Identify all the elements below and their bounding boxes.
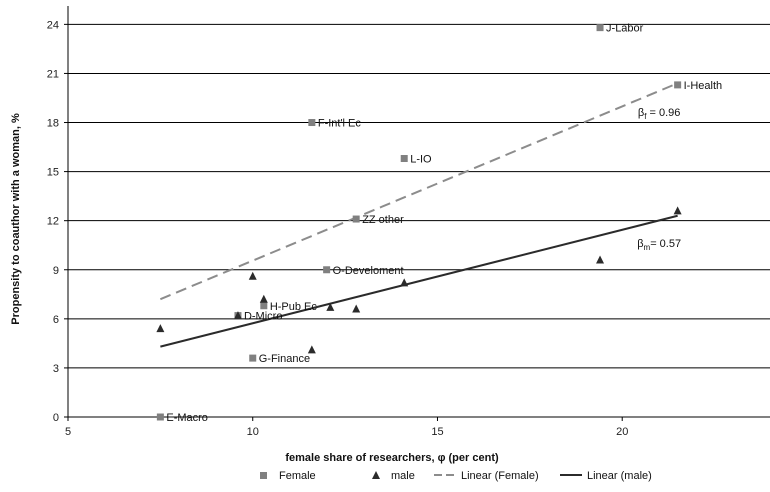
male-point xyxy=(596,255,605,264)
tick-labels: 0 3 6 9 12 15 18 21 24 5 10 15 20 xyxy=(47,19,629,438)
trendlines xyxy=(159,82,679,348)
y-tick-label: 21 xyxy=(47,68,59,80)
male-point xyxy=(326,302,335,311)
male-point xyxy=(673,206,682,215)
male-point xyxy=(400,278,409,287)
y-axis-title: Propensity to coauthor with a woman, % xyxy=(10,113,22,325)
female-point xyxy=(156,413,164,421)
point-labels: E-Macro D-Micro G-Finance H-Pub Ec F-Int'l E… xyxy=(166,23,722,424)
y-tick-label: 9 xyxy=(53,265,59,277)
female-point xyxy=(400,155,408,163)
female-point xyxy=(674,81,682,89)
female-point xyxy=(323,266,331,274)
legend-female-label: Female xyxy=(279,470,316,482)
y-tick-label: 24 xyxy=(47,19,59,31)
legend-female-marker xyxy=(260,472,267,479)
male-point xyxy=(307,345,316,354)
grid-lines xyxy=(68,23,770,369)
y-tick-label: 3 xyxy=(53,363,59,375)
slope-annotations: βf = 0.96 βm= 0.57 xyxy=(637,107,681,252)
y-tick-label: 6 xyxy=(53,314,59,326)
point-label: H-Pub Ec xyxy=(270,301,318,313)
y-tick-label: 0 xyxy=(53,412,59,424)
x-tick-label: 5 xyxy=(65,426,71,438)
point-label: J-Labor xyxy=(606,23,644,35)
slope-annotation: βf = 0.96 xyxy=(638,107,681,121)
x-axis-title: female share of researchers, φ (per cent… xyxy=(285,452,499,464)
point-label: I-Health xyxy=(684,80,723,92)
female-point xyxy=(352,215,360,223)
female-point xyxy=(596,24,604,32)
y-tick-label: 18 xyxy=(47,118,59,130)
axes xyxy=(64,6,770,421)
legend-male-marker xyxy=(372,471,380,479)
legend-male-label: male xyxy=(391,470,415,482)
x-tick-label: 10 xyxy=(247,426,259,438)
legend-trend-female-label: Linear (Female) xyxy=(461,470,539,482)
male-point xyxy=(352,304,361,313)
point-label: G-Finance xyxy=(259,353,310,365)
male-point xyxy=(248,271,257,280)
trendline-male xyxy=(160,214,678,348)
y-tick-label: 15 xyxy=(47,167,59,179)
point-label: L-IO xyxy=(410,154,432,166)
female-point xyxy=(260,302,268,310)
male-point xyxy=(233,311,242,320)
point-label: ZZ other xyxy=(362,214,404,226)
trendline-female xyxy=(159,82,679,301)
y-tick-label: 12 xyxy=(47,216,59,228)
data-points xyxy=(156,24,682,421)
female-point xyxy=(249,354,257,362)
female-point xyxy=(308,119,316,127)
slope-annotation: βm= 0.57 xyxy=(637,238,681,252)
legend: Female male Linear (Female) Linear (male) xyxy=(260,470,652,482)
point-label: D-Micro xyxy=(244,311,282,323)
male-point xyxy=(259,294,268,303)
legend-trend-male-label: Linear (male) xyxy=(587,470,652,482)
x-tick-label: 20 xyxy=(616,426,628,438)
x-tick-label: 15 xyxy=(431,426,443,438)
point-label: O-Develoment xyxy=(333,265,404,277)
point-label: E-Macro xyxy=(166,412,208,424)
male-point xyxy=(156,324,165,333)
point-label: F-Int'l Ec xyxy=(318,118,362,130)
